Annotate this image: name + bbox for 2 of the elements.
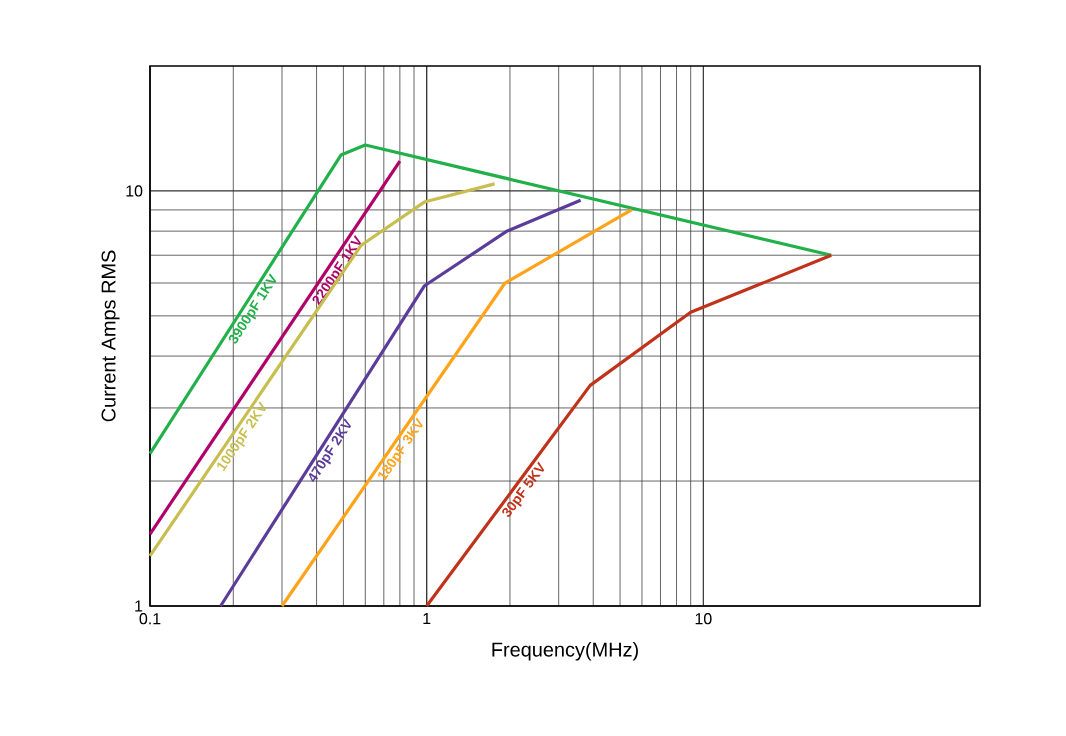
y-axis-title: Current Amps RMS (101, 250, 120, 422)
x-axis-title: Frequency(MHz) (492, 642, 638, 661)
